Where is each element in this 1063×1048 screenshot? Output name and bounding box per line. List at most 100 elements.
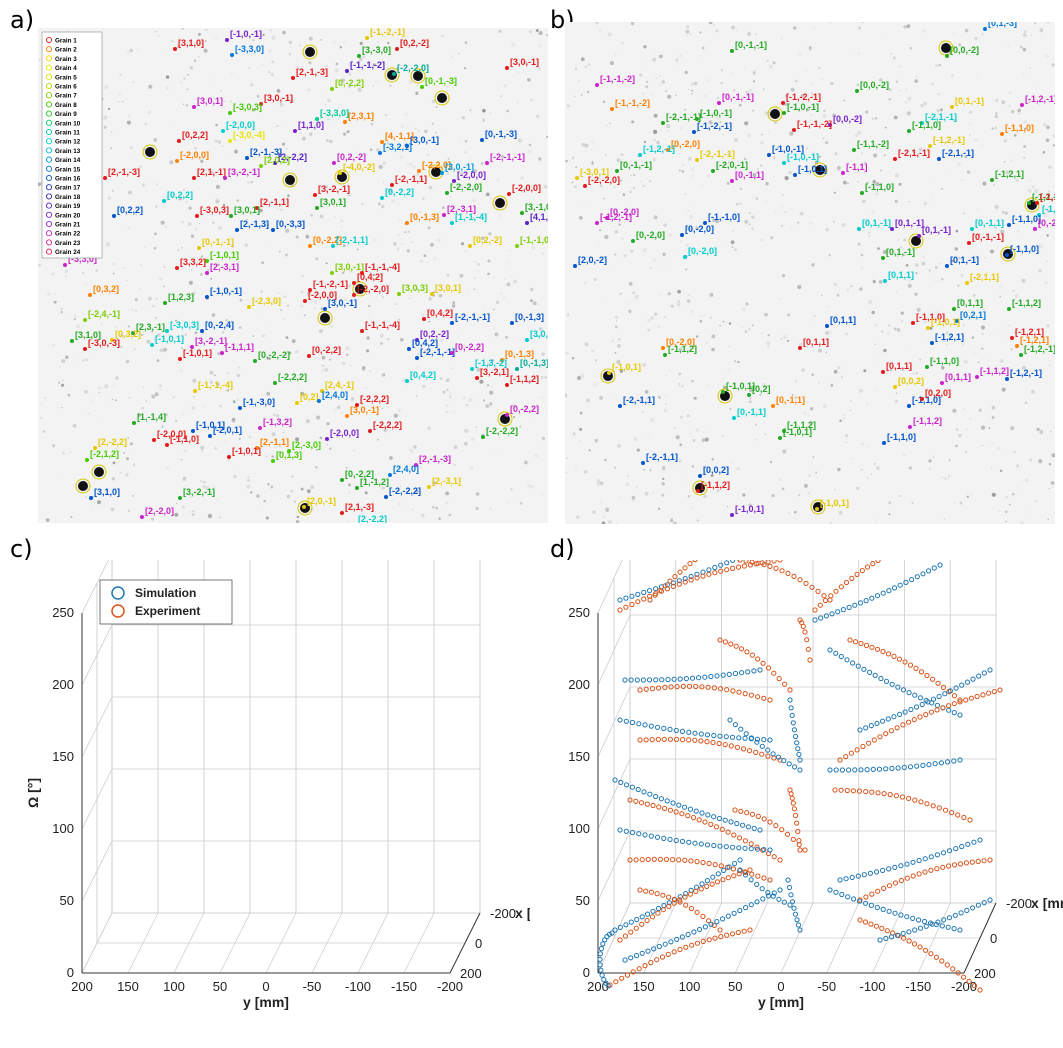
data-point [875, 647, 879, 651]
miller-index-label: [1,-1,4] [137, 412, 166, 422]
detector-noise-speck [793, 26, 796, 29]
detector-noise-speck [703, 94, 707, 98]
detector-noise-speck [584, 282, 587, 285]
data-point [749, 693, 753, 697]
data-point [644, 889, 648, 893]
detector-noise-speck [931, 83, 934, 86]
detector-noise-speck [703, 495, 707, 499]
data-point [758, 828, 762, 832]
detector-noise-speck [82, 359, 85, 362]
detector-noise-speck [970, 418, 971, 419]
detector-noise-speck [688, 495, 690, 497]
detector-noise-speck [291, 490, 293, 492]
detector-noise-speck [875, 117, 877, 119]
detector-noise-speck [604, 459, 606, 461]
detector-noise-speck [731, 72, 732, 73]
detector-noise-speck [924, 102, 927, 105]
data-point [684, 945, 688, 949]
detector-noise-speck [490, 198, 492, 200]
reflection-marker [195, 214, 199, 218]
detector-noise-speck [161, 221, 165, 225]
data-point [766, 748, 770, 752]
detector-noise-speck [404, 112, 408, 116]
detector-noise-speck [520, 425, 521, 426]
miller-index-label: [0,1,1] [886, 361, 912, 371]
detector-noise-speck [970, 494, 972, 496]
reflection-marker [273, 381, 277, 385]
detector-noise-speck [140, 165, 142, 167]
detector-noise-speck [86, 283, 87, 284]
detector-noise-speck [787, 314, 790, 317]
detector-noise-speck [618, 338, 620, 340]
detector-noise-speck [654, 114, 658, 118]
detector-noise-speck [858, 243, 861, 246]
detector-noise-speck [143, 387, 144, 388]
data-point [791, 721, 795, 725]
detector-noise-speck [451, 368, 453, 370]
detector-noise-speck [163, 348, 167, 352]
data-point [642, 790, 646, 794]
detector-noise-speck [847, 183, 848, 184]
reflection-marker [331, 244, 335, 248]
reflection-marker [908, 425, 912, 429]
miller-index-label: [4,1,-1] [530, 212, 548, 222]
data-point [680, 839, 684, 843]
data-point [858, 918, 862, 922]
detector-noise-speck [205, 40, 207, 42]
detector-noise-speck [749, 401, 752, 404]
miller-index-label: [-1,1,0] [912, 120, 941, 130]
miller-index-label: [3,3,2] [180, 257, 206, 267]
data-point [667, 895, 671, 899]
detector-noise-speck [867, 404, 868, 405]
data-point [772, 671, 776, 675]
detector-noise-speck [311, 195, 312, 196]
detector-noise-speck [670, 519, 673, 522]
data-point [912, 718, 916, 722]
data-point [886, 717, 890, 721]
detector-noise-speck [1005, 521, 1007, 523]
data-point [731, 867, 735, 871]
detector-noise-speck [326, 262, 328, 264]
miller-index-label: [0,0,2] [898, 376, 924, 386]
data-point [899, 878, 903, 882]
data-point [803, 630, 807, 634]
data-point [785, 832, 789, 836]
detector-noise-speck [194, 60, 196, 62]
detector-noise-speck [992, 424, 993, 425]
detector-noise-speck [1038, 459, 1042, 463]
detector-noise-speck [503, 296, 506, 299]
y-tick-label: 150 [117, 979, 139, 994]
detector-noise-speck [1025, 402, 1028, 405]
detector-noise-speck [464, 442, 468, 446]
detector-noise-speck [837, 294, 840, 297]
miller-index-label: [-1,0,1] [798, 164, 827, 174]
reflection-marker [417, 169, 421, 173]
miller-index-label: [0,-2,0] [688, 246, 717, 256]
detector-noise-speck [420, 259, 423, 262]
miller-index-label: [0,-2] [1038, 218, 1055, 228]
data-point [738, 908, 742, 912]
data-point [777, 897, 781, 901]
data-point [760, 752, 764, 756]
data-point [958, 713, 962, 717]
detector-noise-speck [97, 500, 101, 504]
detector-noise-speck [760, 141, 764, 145]
data-point [790, 796, 794, 800]
data-point [748, 928, 752, 932]
grain-legend-label: Grain 2 [55, 47, 77, 54]
detector-noise-speck [1029, 459, 1032, 462]
data-point [674, 728, 678, 732]
detector-noise-speck [1023, 145, 1026, 148]
data-point [935, 867, 939, 871]
data-point [910, 578, 914, 582]
reflection-marker [313, 193, 317, 197]
miller-index-label: [3,0,-1] [335, 262, 364, 272]
detector-noise-speck [412, 165, 416, 169]
detector-noise-speck [74, 315, 75, 316]
detector-noise-speck [975, 37, 978, 40]
detector-noise-speck [946, 344, 947, 345]
data-point [978, 838, 982, 842]
detector-noise-speck [428, 226, 431, 229]
detector-noise-speck [711, 348, 715, 352]
reflection-marker [470, 367, 474, 371]
